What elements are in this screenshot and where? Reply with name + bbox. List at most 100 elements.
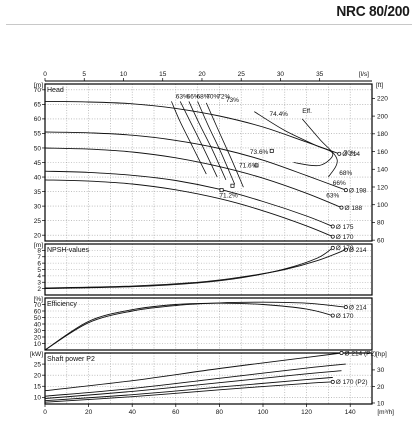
left-axis-tick-label: 25 [34,361,42,368]
right-axis-tick-label: 140 [377,167,388,174]
curve-power [44,370,342,399]
curve-head [44,179,333,238]
panel-frame [44,297,373,351]
head-curve-label: Ø 175 [336,224,354,231]
head-curve-label-marker [339,205,344,210]
left-axis-tick-label: 10 [34,341,42,348]
bottom-axis-tick-label: 20 [85,409,93,416]
efficiency-contour-label: 73.6% [250,149,269,156]
efficiency-contour-label: 63% [326,192,339,199]
efficiency-contour-label: 70% [206,94,219,101]
left-axis-tick-label: 4 [37,273,41,280]
right-axis-tick-label: 60 [377,237,385,244]
head-curve-label: Ø 214 [342,151,360,158]
left-axis-unit: [m] [34,82,43,89]
left-axis-unit: [%] [34,296,44,303]
iso-efficiency-line [171,101,207,175]
efficiency-contour-label: 73% [226,97,239,104]
iso-efficiency-line [254,111,334,167]
efficiency-contour-label: 63% [176,94,189,101]
efficiency-contour-label: 68% [197,94,210,101]
top-axis-tick-label: 10 [120,71,128,78]
header-rule [6,24,412,25]
bottom-axis-tick-label: 80 [216,409,224,416]
bep-marker [254,163,259,168]
iso-efficiency-line [179,101,218,178]
left-axis-tick-label: 45 [34,160,42,167]
top-axis-tick-label: 0 [43,71,47,78]
left-axis-tick-label: 65 [34,102,42,109]
bottom-axis-tick-label: 40 [129,409,137,416]
efficiency-contour-label: Eff. [302,108,312,115]
right-axis-tick-label: 20 [377,384,385,391]
left-axis-tick-label: 40 [34,174,42,181]
efficiency-contour-label: 66% [187,94,200,101]
head-curve-label-marker [343,188,348,193]
head-curve-label-marker [330,234,335,239]
bottom-axis-tick-label: 0 [43,409,47,416]
bep-marker [269,148,274,153]
curve-head [44,100,340,155]
curve-power [44,381,333,403]
right-axis-unit: [hp] [376,351,387,358]
iso-efficiency-line [197,101,236,185]
left-axis-tick-label: 7 [37,254,41,261]
top-axis-tick-label: 5 [82,71,86,78]
npsh-curve-label-marker [343,247,348,252]
panel-frame [44,352,373,405]
left-axis-tick-label: 25 [34,218,42,225]
power-curve-label: Ø 170 (P2) [336,379,368,386]
left-axis-tick-label: 35 [34,189,42,196]
bep-marker [230,183,235,188]
left-axis-tick-label: 20 [34,334,42,341]
efficiency-contour-label: 70% [344,150,357,157]
right-axis-tick-label: 100 [377,202,388,209]
curve-npsh [44,249,346,289]
iso-efficiency-line [205,102,244,188]
iso-efficiency-line [301,118,338,178]
left-axis-tick-label: 3 [37,280,41,287]
panel-title: Shaft power P2 [47,356,95,363]
left-axis-tick-label: 8 [37,248,41,255]
efficiency-curve-label-marker [343,305,348,310]
head-curve-label-marker [330,224,335,229]
head-curve-label-marker [337,151,342,156]
left-axis-tick-label: 55 [34,131,42,138]
left-axis-tick-label: 30 [34,328,42,335]
left-axis-tick-label: 6 [37,260,41,267]
right-axis-tick-label: 80 [377,220,385,227]
efficiency-contour-label: 74.4% [270,111,289,118]
header-bar: NRC 80/200 [0,0,418,26]
power-curve-label: Ø 214 (P2) [344,350,376,357]
efficiency-contour-label: 71.6% [239,162,258,169]
efficiency-contour-label: 68% [339,170,352,177]
right-axis-tick-label: 220 [377,96,388,103]
right-axis-tick-label: 180 [377,131,388,138]
npsh-curve-label: Ø 170 [336,245,354,252]
efficiency-curve-label-marker [330,313,335,318]
left-axis-unit: [m] [34,242,43,249]
power-curve-label-marker [330,379,335,384]
curve-efficiency [44,302,333,351]
top-axis-tick-label: 25 [238,71,246,78]
curve-power [44,363,346,397]
iso-efficiency-line [188,101,227,181]
right-axis-tick-label: 30 [377,367,385,374]
right-axis-tick-label: 160 [377,149,388,156]
bottom-axis-tick-label: 140 [345,409,356,416]
bottom-axis-unit: [m³/h] [377,409,394,416]
head-curve-label: Ø 198 [349,187,367,194]
left-axis-tick-label: 2 [37,286,41,293]
top-axis-tick-label: 15 [159,71,167,78]
left-axis-tick-label: 20 [34,372,42,379]
panel-title: NPSH-values [47,247,90,254]
curve-npsh [44,247,334,290]
left-axis-tick-label: 20 [34,232,42,239]
left-axis-unit: [kW] [30,351,43,358]
efficiency-curve-label: Ø 214 [349,304,367,311]
right-axis-tick-label: 120 [377,184,388,191]
left-axis-tick-label: 70 [34,87,42,94]
left-axis-tick-label: 50 [34,315,42,322]
npsh-curve-label: Ø 214 [349,247,367,254]
